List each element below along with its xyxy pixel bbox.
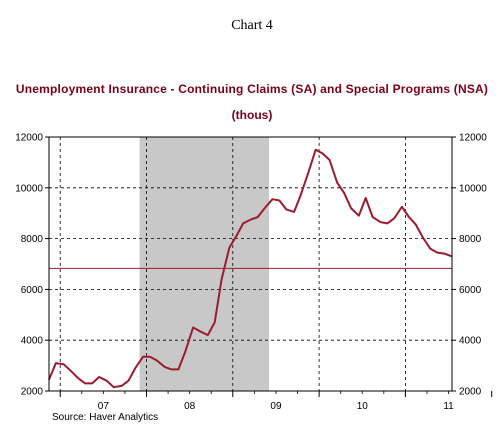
y-tick-label-left: 10000 [15, 183, 43, 194]
y-tick-label-left: 8000 [21, 234, 44, 245]
x-tick-label: 09 [270, 401, 282, 412]
y-tick-label-right: 2000 [459, 387, 482, 398]
y-tick-label-right: 10000 [459, 183, 487, 194]
y-tick-label-left: 2000 [21, 387, 44, 398]
chart-number: Chart 4 [231, 18, 273, 33]
x-tick-label: 10 [357, 401, 369, 412]
y-tick-label-left: 12000 [15, 133, 43, 144]
y-tick-label-right: 8000 [459, 234, 482, 245]
x-tick-label: 07 [98, 401, 110, 412]
x-tick-label: 08 [184, 401, 196, 412]
recession-shading [139, 137, 270, 391]
source-note: Source: Haver Analytics [52, 412, 159, 423]
plot-frame [48, 136, 453, 392]
series-line [48, 148, 453, 389]
y-tick-label-right: 12000 [459, 133, 487, 144]
y-tick-label-right: 6000 [459, 285, 482, 296]
y-tick-label-left: 6000 [21, 285, 44, 296]
y-tick-label-left: 4000 [21, 336, 44, 347]
y-tick-label-right: 4000 [459, 336, 482, 347]
chart-subtitle: (thous) [231, 108, 273, 122]
x-tick-label: 11 [443, 401, 454, 412]
chart-title: Unemployment Insurance - Continuing Clai… [15, 82, 489, 96]
